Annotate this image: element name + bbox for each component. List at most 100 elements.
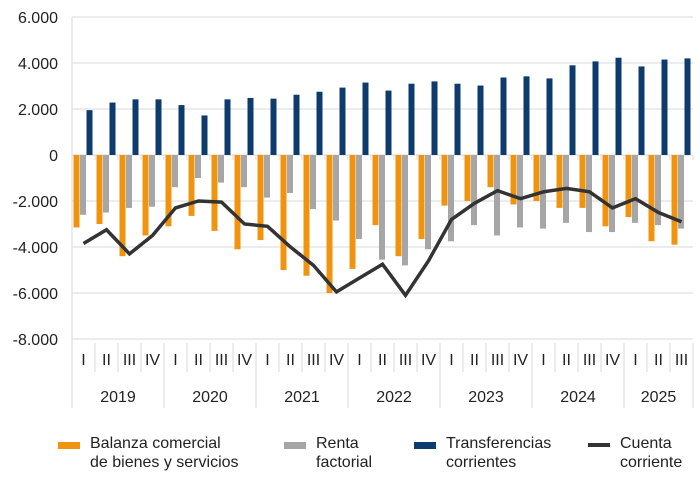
bar-transferencias xyxy=(86,110,93,155)
bar-transferencias xyxy=(684,58,691,155)
legend-item-balanza: Balanza comercial de bienes y servicios xyxy=(58,434,239,472)
bar-renta xyxy=(402,155,408,266)
quarter-label: II xyxy=(470,352,479,369)
bar-renta xyxy=(333,155,339,221)
quarter-label: III xyxy=(123,352,136,369)
bar-transferencias xyxy=(592,61,599,155)
bar-balanza xyxy=(395,155,402,257)
quarter-label: II xyxy=(654,352,663,369)
year-label: 2025 xyxy=(641,389,677,406)
bar-renta xyxy=(494,155,500,236)
bar-transferencias xyxy=(316,91,323,155)
bar-balanza xyxy=(418,155,425,239)
bar-transferencias xyxy=(454,83,461,155)
bar-renta xyxy=(471,155,477,226)
bar-transferencias xyxy=(546,78,553,155)
bar-transferencias xyxy=(477,85,484,155)
bar-transferencias xyxy=(638,66,645,155)
bar-renta xyxy=(655,155,661,226)
y-tick-label: -6.000 xyxy=(13,286,58,303)
year-label: 2023 xyxy=(468,389,504,406)
quarter-label: I xyxy=(541,352,545,369)
quarter-label: IV xyxy=(329,352,344,369)
quarter-label: III xyxy=(215,352,228,369)
bar-transferencias xyxy=(362,82,369,155)
bar-transferencias xyxy=(132,99,139,155)
year-label: 2021 xyxy=(284,389,320,406)
bar-balanza xyxy=(602,155,609,227)
bar-balanza xyxy=(372,155,379,226)
bar-balanza xyxy=(119,155,126,257)
bar-transferencias xyxy=(615,57,622,155)
legend-label: Renta xyxy=(316,435,359,452)
y-tick-label: 4.000 xyxy=(18,56,58,73)
bar-balanza xyxy=(510,155,517,205)
bar-balanza xyxy=(441,155,448,206)
bar-balanza xyxy=(487,155,494,188)
bar-balanza xyxy=(280,155,287,270)
bar-transferencias xyxy=(178,105,185,155)
bar-renta xyxy=(195,155,201,178)
legend-label: Cuenta xyxy=(620,435,672,452)
bar-renta xyxy=(379,155,385,260)
quarter-label: IV xyxy=(513,352,528,369)
bar-balanza xyxy=(349,155,356,269)
bar-balanza xyxy=(165,155,172,227)
bar-renta xyxy=(218,155,224,183)
bar-transferencias xyxy=(569,65,576,155)
legend-item-cuenta: Cuenta corriente xyxy=(588,434,682,472)
quarter-label: I xyxy=(173,352,177,369)
legend-swatch xyxy=(414,442,436,449)
y-tick-label: -8.000 xyxy=(13,332,58,349)
legend-label: Balanza comercial xyxy=(90,435,221,452)
bar-transferencias xyxy=(661,59,668,155)
bar-balanza xyxy=(326,155,333,293)
chart-svg: 6.000 4.000 2.000 0 -2.000 -4.000 -6.000 -8.000… xyxy=(13,10,694,408)
bar-transferencias xyxy=(270,98,277,155)
y-tick-label: -4.000 xyxy=(13,240,58,257)
bar-renta xyxy=(264,155,270,198)
bar-renta xyxy=(126,155,132,208)
quarter-label: III xyxy=(307,352,320,369)
quarter-label: II xyxy=(286,352,295,369)
quarter-label: IV xyxy=(421,352,436,369)
bar-balanza xyxy=(464,155,471,201)
bar-renta xyxy=(632,155,638,223)
bar-balanza xyxy=(234,155,241,250)
bar-transferencias xyxy=(408,83,415,155)
bar-renta xyxy=(310,155,316,210)
bar-balanza xyxy=(188,155,195,216)
quarter-label: I xyxy=(449,352,453,369)
bar-transferencias xyxy=(293,94,300,155)
bar-renta xyxy=(448,155,454,242)
quarter-label: IV xyxy=(605,352,620,369)
bar-renta xyxy=(678,155,684,229)
bar-transferencias xyxy=(109,102,116,155)
quarter-label: III xyxy=(675,352,688,369)
year-label: 2022 xyxy=(376,389,412,406)
quarter-label: I xyxy=(265,352,269,369)
bar-transferencias xyxy=(431,81,438,155)
bar-balanza xyxy=(96,155,103,224)
year-label: 2019 xyxy=(100,389,136,406)
bar-renta xyxy=(287,155,293,193)
bar-balanza xyxy=(73,155,80,228)
legend-label: de bienes y servicios xyxy=(90,454,239,471)
bar-balanza xyxy=(579,155,586,208)
bar-balanza xyxy=(142,155,149,236)
y-tick-label: 2.000 xyxy=(18,102,58,119)
bar-renta xyxy=(103,155,109,213)
bar-renta xyxy=(80,155,86,215)
bar-transferencias xyxy=(339,87,346,155)
bar-renta xyxy=(609,155,615,233)
quarter-label: IV xyxy=(145,352,160,369)
legend-swatch xyxy=(284,442,306,449)
bar-renta xyxy=(172,155,178,188)
bar-transferencias xyxy=(155,99,162,155)
legend-swatch xyxy=(588,443,610,447)
quarter-label: I xyxy=(633,352,637,369)
bar-renta xyxy=(149,155,155,207)
quarter-label: I xyxy=(81,352,85,369)
bar-balanza xyxy=(533,155,540,201)
